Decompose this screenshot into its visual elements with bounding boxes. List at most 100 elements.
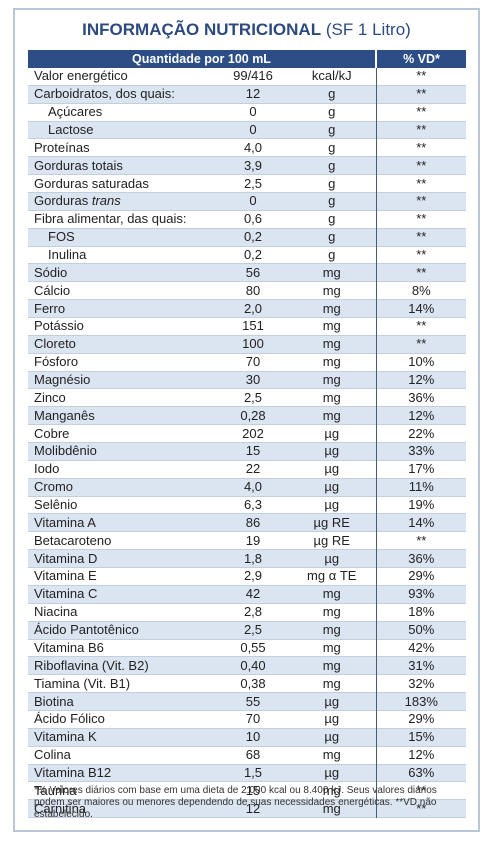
nutrient-vd: 10% bbox=[375, 353, 466, 372]
nutrient-unit: g bbox=[328, 139, 336, 155]
nutrient-name: Vitamina K bbox=[34, 729, 97, 745]
nutrient-cell: Inulina bbox=[28, 246, 218, 264]
nutrient-unit: µg bbox=[288, 692, 376, 711]
nutrient-value: 19 bbox=[245, 532, 261, 548]
nutrient-name: Vitamina E bbox=[34, 568, 97, 584]
nutrient-cell: Gorduras trans bbox=[28, 192, 218, 211]
nutrient-value: 30 bbox=[218, 371, 288, 389]
nutrient-unit: µg bbox=[324, 497, 340, 513]
nutrient-value: 10 bbox=[218, 728, 288, 747]
nutrient-unit: mg bbox=[288, 656, 376, 675]
nutrient-vd: 63% bbox=[375, 764, 466, 782]
nutrient-value: 2,5 bbox=[243, 389, 263, 405]
nutrient-row: Gorduras totais 3,9 g ** bbox=[28, 156, 466, 175]
nutrient-cell: Selênio bbox=[28, 496, 218, 514]
nutrient-row: Taurina 15 mg ** bbox=[28, 781, 466, 800]
nutrient-unit: µg RE bbox=[313, 532, 350, 548]
nutrient-row: Ácido Fólico 70 µg 29% bbox=[28, 710, 466, 729]
nutrient-name: Fósforo bbox=[34, 354, 79, 370]
nutrient-cell: Carnitina bbox=[28, 799, 218, 818]
nutrient-vd: ** bbox=[375, 335, 466, 354]
nutrient-name: Cromo bbox=[34, 479, 74, 495]
nutrient-vd: 19% bbox=[375, 496, 466, 514]
nutrient-unit: µg bbox=[288, 764, 376, 782]
nutrient-cell: Vitamina K bbox=[28, 728, 218, 747]
nutrient-value: 0,28 bbox=[218, 406, 288, 425]
nutrient-cell: Valor energético bbox=[28, 68, 218, 85]
nutrient-value: 80 bbox=[245, 282, 261, 298]
nutrient-cell: Cloreto bbox=[28, 335, 218, 354]
nutrient-value: 0 bbox=[218, 121, 288, 139]
nutrient-vd: 18% bbox=[375, 603, 466, 622]
nutrient-cell: Tiamina (Vit. B1) bbox=[28, 675, 218, 693]
nutrient-name: Vitamina B6 bbox=[34, 639, 104, 655]
nutrient-name: Manganês bbox=[34, 407, 95, 423]
nutrient-row: Manganês 0,28 mg 12% bbox=[28, 406, 466, 425]
nutrient-name: Vitamina B12 bbox=[34, 764, 112, 780]
nutrient-unit: g bbox=[288, 85, 376, 104]
nutrient-value: 0,38 bbox=[240, 675, 266, 691]
nutrient-vd: 93% bbox=[375, 585, 466, 604]
nutrient-cell: Sódio bbox=[28, 263, 218, 282]
nutrient-unit: mg bbox=[322, 389, 341, 405]
nutrient-unit: g bbox=[328, 247, 336, 263]
nutrient-unit: µg bbox=[288, 478, 376, 497]
nutrient-cell: Molibdênio bbox=[28, 442, 218, 461]
nutrient-vd: ** bbox=[375, 138, 466, 157]
nutrient-value: 15 bbox=[245, 782, 261, 798]
nutrient-cell: Fibra alimentar, das quais: bbox=[28, 210, 218, 228]
nutrient-name: Vitamina D bbox=[34, 550, 98, 566]
nutrient-unit: mg α TE bbox=[307, 568, 357, 584]
nutrient-name: Cobre bbox=[34, 425, 70, 441]
nutrient-unit: g bbox=[288, 192, 376, 211]
nutrient-row: Colina 68 mg 12% bbox=[28, 746, 466, 765]
nutrient-vd: 29% bbox=[375, 567, 466, 586]
nutrient-value: 70 bbox=[245, 711, 261, 727]
nutrient-vd: 36% bbox=[375, 388, 466, 407]
nutrient-name: Tiamina (Vit. B1) bbox=[34, 675, 131, 691]
nutrient-name: Potássio bbox=[34, 318, 84, 334]
nutrient-value: 0,6 bbox=[243, 211, 263, 227]
nutrient-vd: ** bbox=[375, 799, 466, 818]
nutrient-cell: Iodo bbox=[28, 460, 218, 478]
nutrient-vd: ** bbox=[375, 85, 466, 104]
title: INFORMAÇÃO NUTRICIONAL (SF 1 Litro) bbox=[15, 20, 478, 40]
nutrient-vd: 42% bbox=[375, 639, 466, 657]
nutrient-cell: Vitamina A bbox=[28, 513, 218, 532]
nutrient-cell: Biotina bbox=[28, 692, 218, 711]
nutrient-unit: mg bbox=[288, 799, 376, 818]
nutrient-row: Molibdênio 15 µg 33% bbox=[28, 442, 466, 461]
nutrient-vd: ** bbox=[375, 246, 466, 264]
nutrient-cell: Cobre bbox=[28, 425, 218, 443]
nutrient-cell: FOS bbox=[28, 228, 218, 247]
nutrient-vd: 50% bbox=[375, 621, 466, 639]
nutrient-name: Vitamina C bbox=[34, 586, 98, 602]
nutrient-row: Inulina 0,2 g ** bbox=[28, 246, 466, 264]
nutrient-unit: µg bbox=[324, 461, 340, 477]
nutrient-row: Tiamina (Vit. B1) 0,38 mg 32% bbox=[28, 674, 466, 693]
nutrient-row: Cloreto 100 mg ** bbox=[28, 335, 466, 354]
nutrient-unit: µg bbox=[324, 425, 340, 441]
nutrient-vd: ** bbox=[375, 317, 466, 336]
nutrient-value: 42 bbox=[218, 585, 288, 604]
nutrient-vd: ** bbox=[375, 228, 466, 247]
nutrient-row: Valor energético 99/416 kcal/kJ ** bbox=[28, 68, 466, 86]
nutrient-unit: mg bbox=[288, 299, 376, 318]
nutrient-cell: Cromo bbox=[28, 478, 218, 497]
nutrient-row: Ferro 2,0 mg 14% bbox=[28, 299, 466, 318]
nutrient-unit: mg bbox=[322, 354, 341, 370]
nutrient-name: Sódio bbox=[34, 264, 68, 280]
nutrient-cell: Gorduras saturadas bbox=[28, 175, 218, 193]
nutrient-cell: Vitamina B12 bbox=[28, 764, 218, 782]
nutrient-name: Molibdênio bbox=[34, 443, 97, 459]
nutrient-cell: Açúcares bbox=[28, 103, 218, 121]
nutrient-value: 2,9 bbox=[243, 568, 263, 584]
nutrient-row: Vitamina C 42 mg 93% bbox=[28, 585, 466, 604]
nutrient-row: Ácido Pantotênico 2,5 mg 50% bbox=[28, 621, 466, 639]
nutrient-vd: 22% bbox=[375, 424, 466, 443]
nutrient-cell: Carboidratos, dos quais: bbox=[28, 85, 218, 104]
nutrient-unit: mg bbox=[322, 318, 341, 334]
nutrient-value: 6,3 bbox=[243, 497, 263, 513]
nutrient-name-italic: trans bbox=[91, 193, 121, 209]
nutrient-vd: 33% bbox=[375, 442, 466, 461]
